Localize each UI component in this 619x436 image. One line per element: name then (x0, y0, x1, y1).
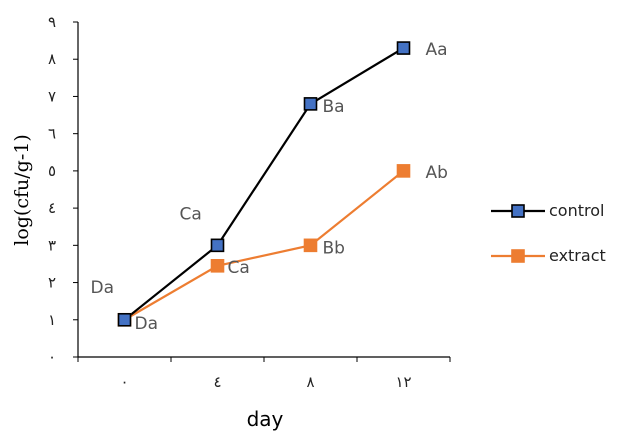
y-tick-label: ٧ (48, 87, 56, 105)
data-point-control (117, 312, 132, 327)
data-point-control (396, 41, 411, 55)
y-tick-label: ٤ (48, 199, 56, 217)
legend-label-extract: extract (549, 246, 606, 265)
data-point-extract (303, 238, 318, 253)
y-axis-ticks: ٠ ١ ٢ ٣ ٤ ٥ ٦ ٧ ٨ ٩ (48, 13, 78, 366)
x-tick-label: ٤ (213, 373, 221, 391)
x-tick-label: ٠ (120, 373, 128, 391)
series-line-control (123, 47, 405, 321)
y-tick-label: ١ (48, 311, 56, 329)
data-label-extract: Bb (323, 238, 345, 258)
y-tick-label: ٠ (48, 348, 56, 366)
legend-marker-extract (511, 249, 525, 263)
data-point-control (210, 238, 225, 253)
data-point-extract (210, 259, 225, 273)
data-label-control: Aa (426, 40, 448, 60)
y-tick-label: ٢ (48, 274, 56, 292)
legend-label-control: control (549, 201, 604, 220)
y-tick-label: ٥ (48, 162, 56, 180)
legend: control extract (491, 201, 606, 265)
y-tick-label: ٨ (48, 50, 56, 68)
data-point-extract (396, 164, 411, 178)
data-label-control: Ca (180, 204, 202, 224)
data-labels: Da Ca Ba Aa Da Ca Bb Ab (91, 40, 448, 334)
x-axis-ticks: ٠ ٤ ٨ ١٢ (77, 357, 451, 391)
y-tick-label: ٣ (48, 236, 56, 254)
series-line-extract (123, 170, 405, 321)
data-label-extract: Ab (426, 163, 448, 183)
data-label-extract: Da (135, 314, 159, 334)
x-tick-label: ٨ (306, 373, 314, 391)
data-label-control: Da (91, 278, 115, 298)
y-axis-title: log(cfu/g-1) (11, 134, 33, 246)
data-label-control: Ba (323, 97, 345, 117)
data-point-control (303, 97, 318, 111)
y-tick-label: ٩ (48, 13, 56, 31)
legend-marker-control (511, 204, 525, 218)
y-tick-label: ٦ (48, 125, 56, 143)
x-axis-title: day (247, 407, 284, 431)
x-tick-label: ١٢ (395, 373, 411, 391)
series-layer (117, 41, 411, 327)
data-label-extract: Ca (228, 258, 250, 278)
